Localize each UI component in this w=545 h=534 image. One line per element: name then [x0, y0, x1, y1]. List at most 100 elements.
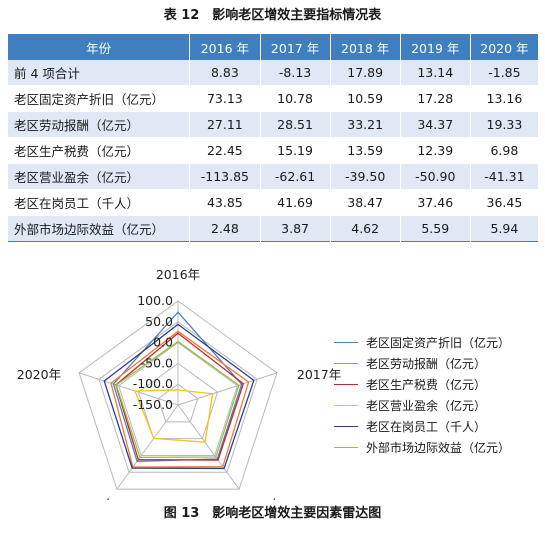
- legend-swatch: [334, 405, 358, 406]
- table-row: 老区固定资产折旧（亿元） 73.13 10.78 10.59 17.28 13.16: [8, 85, 538, 112]
- table-cell: 13.16: [470, 85, 538, 112]
- legend-label: 老区劳动报酬（亿元）: [366, 357, 487, 371]
- table-cell: 10.59: [330, 85, 401, 112]
- table-cell: -39.50: [330, 163, 401, 190]
- legend-swatch: [334, 426, 358, 427]
- table-row: 老区生产税费（亿元） 22.45 15.19 13.59 12.39 6.98: [8, 137, 538, 164]
- legend-swatch: [334, 384, 358, 385]
- radar-series-line: [103, 323, 255, 470]
- radar-tick-label: 0.0: [153, 335, 173, 350]
- table-cell: 8.83: [189, 60, 261, 86]
- table-row: 前 4 项合计 8.83 -8.13 17.89 13.14 -1.85: [8, 60, 538, 86]
- radar-grid-ring: [137, 362, 219, 440]
- legend-label: 老区生产税费（亿元）: [366, 378, 487, 392]
- radar-category-label: 2016年: [156, 267, 200, 282]
- radar-series-line: [115, 332, 245, 461]
- radar-tick-label: -100.0: [133, 376, 173, 391]
- table-cell: 34.37: [400, 111, 471, 138]
- radar-spoke: [116, 404, 179, 490]
- radar-series-line: [110, 330, 250, 468]
- table-cell: 22.45: [189, 137, 261, 164]
- table-cell: 17.89: [330, 60, 401, 86]
- table-body: 前 4 项合计 8.83 -8.13 17.89 13.14 -1.85 老区固定资产折旧（…: [8, 60, 538, 242]
- legend-item: 老区在岗员工（千人）: [334, 416, 510, 437]
- table-cell: 15.19: [260, 137, 331, 164]
- radar-spoke: [177, 404, 240, 490]
- header-cell: 2016 年: [189, 34, 261, 60]
- table-row: 外部市场边际效益（亿元） 2.48 3.87 4.62 5.59 5.94: [8, 215, 538, 242]
- header-cell: 2018 年: [330, 34, 401, 60]
- table-cell: 37.46: [400, 189, 471, 216]
- row-label: 老区固定资产折旧（亿元）: [8, 85, 191, 112]
- radar-grid-ring: [98, 321, 258, 473]
- radar-category-label: 2020年: [17, 367, 61, 382]
- legend-item: 老区固定资产折旧（亿元）: [334, 332, 510, 353]
- table-cell: -8.13: [260, 60, 331, 86]
- table-row: 老区营业盈余（亿元） -113.85 -62.61 -39.50 -50.90 -41.3…: [8, 163, 538, 190]
- table-cell: 19.33: [470, 111, 538, 138]
- table-cell: 43.85: [189, 189, 261, 216]
- radar-spoke: [177, 372, 278, 406]
- legend-swatch: [334, 447, 358, 448]
- table-row: 老区在岗员工（千人） 43.85 41.69 38.47 37.46 36.45: [8, 189, 538, 216]
- row-label: 老区劳动报酬（亿元）: [8, 111, 191, 138]
- table-cell: 17.28: [400, 85, 471, 112]
- table-cell: -41.31: [470, 163, 538, 190]
- table-cell: 6.98: [470, 137, 538, 164]
- radar-chart: 100.0 50.0 0.0 -50.0 -100.0 -150.0 2016年 2017年 2…: [17, 267, 341, 500]
- table-cell: -50.90: [400, 163, 471, 190]
- legend-swatch: [334, 342, 358, 343]
- header-cell: 2017 年: [260, 34, 331, 60]
- row-label: 老区生产税费（亿元）: [8, 137, 191, 164]
- legend-swatch: [334, 363, 358, 364]
- radar-series-line: [134, 389, 214, 443]
- table-cell: 3.87: [260, 215, 331, 242]
- table-cell: 5.94: [470, 215, 538, 242]
- table-cell: 5.59: [400, 215, 471, 242]
- table-cell: 33.21: [330, 111, 401, 138]
- table-cell: 36.45: [470, 189, 538, 216]
- radar-tick-label: -150.0: [133, 397, 173, 412]
- table-cell: 38.47: [330, 189, 401, 216]
- radar-grid-ring: [157, 383, 199, 423]
- header-cell: 2020 年: [470, 34, 538, 60]
- indicator-table: 年份 2016 年 2017 年 2018 年 2019 年 2020 年 前 4 项合计…: [8, 34, 538, 242]
- radar-grid-ring: [118, 341, 238, 456]
- table-title: 表 12 影响老区增效主要指标情况表: [163, 8, 382, 23]
- radar-tick-label: 100.0: [137, 293, 173, 308]
- table-cell: 13.14: [400, 60, 471, 86]
- table-cell: 10.78: [260, 85, 331, 112]
- radar-tick-label: 50.0: [145, 314, 173, 329]
- table-cell: -1.85: [470, 60, 538, 86]
- radar-series-line: [115, 340, 240, 459]
- legend-item: 外部市场边际效益（亿元）: [334, 437, 510, 458]
- row-label: 老区营业盈余（亿元）: [8, 163, 191, 190]
- radar-spoke: [78, 372, 179, 406]
- radar-tick-label: -50.0: [141, 355, 173, 370]
- table-cell: 27.11: [189, 111, 261, 138]
- header-cell: 年份: [8, 34, 191, 60]
- table-row: 老区劳动报酬（亿元） 27.11 28.51 33.21 34.37 19.33: [8, 111, 538, 138]
- table-cell: 12.39: [400, 137, 471, 164]
- table-cell: -62.61: [260, 163, 331, 190]
- table-cell: 13.59: [330, 137, 401, 164]
- row-label: 老区在岗员工（千人）: [8, 189, 191, 216]
- legend-item: 老区劳动报酬（亿元）: [334, 353, 510, 374]
- legend-label: 老区营业盈余（亿元）: [366, 399, 487, 413]
- header-cell: 2019 年: [400, 34, 471, 60]
- legend-item: 老区营业盈余（亿元）: [334, 395, 510, 416]
- chart-legend: 老区固定资产折旧（亿元） 老区劳动报酬（亿元） 老区生产税费（亿元） 老区营业盈余（亿…: [334, 332, 510, 458]
- radar-category-label: 2017年: [297, 367, 341, 382]
- table-cell: 28.51: [260, 111, 331, 138]
- table-cell: 4.62: [330, 215, 401, 242]
- row-label: 外部市场边际效益（亿元）: [8, 215, 191, 242]
- table-cell: 73.13: [189, 85, 261, 112]
- table-cell: 2.48: [189, 215, 261, 242]
- table-header-row: 年份 2016 年 2017 年 2018 年 2019 年 2020 年: [8, 34, 538, 60]
- legend-label: 外部市场边际效益（亿元）: [366, 441, 511, 455]
- figure-caption: 图 13 影响老区增效主要因素雷达图: [163, 506, 382, 521]
- legend-label: 老区在岗员工（千人）: [366, 420, 487, 434]
- table-cell: -113.85: [189, 163, 261, 190]
